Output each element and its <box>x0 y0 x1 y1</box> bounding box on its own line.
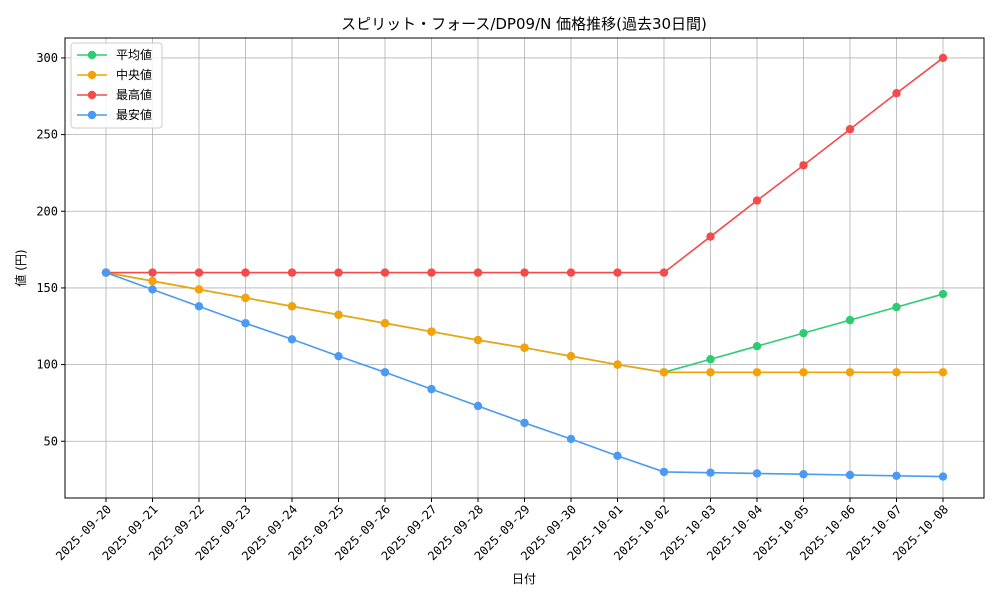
data-point <box>799 161 808 170</box>
legend-item: 中央値 <box>77 67 152 82</box>
data-point <box>427 268 436 277</box>
data-point <box>845 368 855 377</box>
data-point <box>938 368 948 377</box>
data-point <box>706 355 715 364</box>
series-3 <box>101 53 948 277</box>
data-point <box>566 434 576 444</box>
data-point <box>566 268 576 277</box>
y-tick-label: 50 <box>44 434 58 448</box>
y-tick-label: 200 <box>36 204 58 218</box>
data-point <box>938 289 948 299</box>
data-point <box>938 472 948 481</box>
data-point <box>845 125 855 134</box>
data-point <box>706 232 715 241</box>
data-point <box>613 451 622 461</box>
data-point <box>845 470 855 480</box>
legend-item: 平均値 <box>77 47 152 62</box>
data-point <box>473 268 483 277</box>
legend-marker <box>87 110 97 120</box>
data-point <box>659 268 669 277</box>
data-point <box>287 302 297 311</box>
data-point <box>845 315 855 325</box>
data-point <box>752 469 762 478</box>
data-point <box>613 268 622 277</box>
data-point <box>520 418 529 428</box>
x-tick-layer: 2025-09-202025-09-212025-09-222025-09-23… <box>53 498 951 563</box>
y-tick-label: 300 <box>36 51 58 65</box>
grid-layer <box>65 38 984 498</box>
data-point <box>892 302 901 312</box>
data-point <box>659 368 669 377</box>
legend-marker <box>87 90 97 100</box>
data-point <box>473 401 483 411</box>
data-point <box>334 310 343 319</box>
legend-marker <box>87 70 97 80</box>
series-4 <box>101 268 948 481</box>
data-point <box>148 268 157 277</box>
y-tick-label: 150 <box>36 281 58 295</box>
data-point <box>520 268 529 277</box>
data-point <box>892 368 901 377</box>
data-point <box>194 285 204 294</box>
data-point <box>566 351 576 361</box>
data-point <box>287 335 297 344</box>
chart-title: スピリット・フォース/DP09/N 価格推移(過去30日間) <box>341 15 707 33</box>
data-point <box>799 368 808 377</box>
legend-item: 最安値 <box>77 107 152 122</box>
data-point <box>613 360 622 369</box>
data-point <box>101 268 111 277</box>
data-point <box>799 328 808 338</box>
data-point <box>427 384 436 394</box>
legend-marker <box>87 50 97 60</box>
data-point <box>194 268 204 277</box>
data-point <box>148 276 157 286</box>
legend-label: 中央値 <box>116 67 152 82</box>
legend-label: 平均値 <box>116 47 152 62</box>
data-point <box>427 327 436 336</box>
data-point <box>334 268 343 277</box>
legend-item: 最高値 <box>77 87 152 102</box>
data-point <box>241 293 250 303</box>
y-axis-title: 値 (円) <box>13 249 28 286</box>
data-point <box>287 268 297 277</box>
data-point <box>380 268 390 277</box>
data-point <box>892 471 901 480</box>
data-point <box>380 368 390 377</box>
x-axis-title: 日付 <box>512 572 536 586</box>
data-point <box>938 53 948 63</box>
y-tick-label: 250 <box>36 128 58 142</box>
legend-label: 最安値 <box>116 107 152 122</box>
y-tick-layer: 50 100 150 200 250 300 <box>36 51 65 448</box>
data-point <box>799 470 808 479</box>
data-point <box>241 319 250 328</box>
data-point <box>148 285 157 294</box>
data-point <box>194 302 204 311</box>
data-point <box>520 343 529 352</box>
y-tick-label: 100 <box>36 358 58 372</box>
data-point <box>706 468 715 477</box>
series-layer <box>101 53 948 481</box>
legend-box <box>70 42 163 129</box>
data-point <box>334 351 343 361</box>
legend-label: 最高値 <box>116 87 152 102</box>
data-point <box>241 268 250 277</box>
data-point <box>659 467 669 477</box>
data-point <box>473 335 483 345</box>
data-point <box>706 368 715 377</box>
data-point <box>752 342 762 351</box>
data-point <box>752 196 762 205</box>
data-point <box>380 319 390 328</box>
data-point <box>752 368 762 377</box>
data-point <box>892 89 901 98</box>
